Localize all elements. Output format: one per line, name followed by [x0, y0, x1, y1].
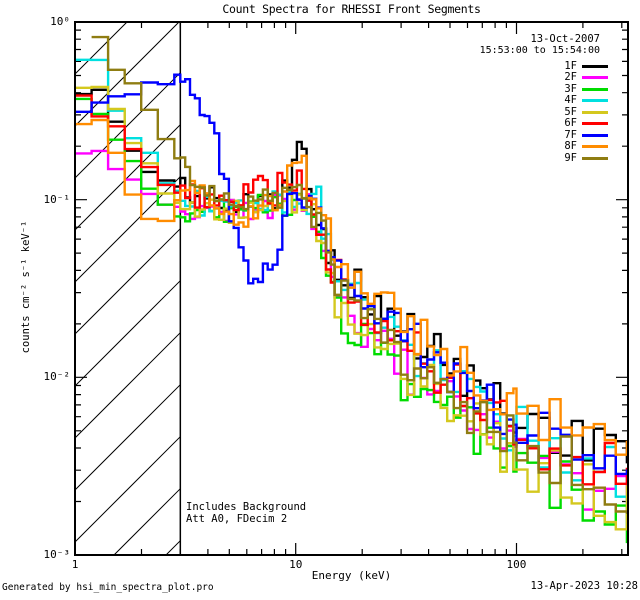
- legend-swatch-3f: [582, 87, 608, 91]
- footer-generator-credit: Generated by hsi_min_spectra_plot.pro: [2, 582, 214, 593]
- y-tick-label-0.001: 10⁻³: [43, 548, 71, 561]
- hatch-region-lines: [74, 21, 181, 556]
- legend-label-5f: 5F: [564, 105, 577, 118]
- legend-label-8f: 8F: [564, 140, 577, 153]
- legend-swatch-5f: [582, 110, 608, 114]
- legend-swatch-2f: [582, 76, 608, 80]
- legend-label-4f: 4F: [564, 94, 577, 107]
- y-axis-label: counts cm⁻² s⁻¹ keV⁻¹: [20, 220, 32, 354]
- series-9f-curve: [91, 35, 627, 514]
- legend-label-3f: 3F: [564, 82, 577, 95]
- annotation-includes-background: Includes Background: [186, 501, 307, 513]
- footer-timestamp: 13-Apr-2023 10:28: [530, 580, 638, 592]
- legend-swatch-6f: [582, 122, 608, 126]
- annotation-block: Includes Background Att A0, FDecim 2: [186, 501, 306, 525]
- y-tick-label-1: 10⁰: [50, 15, 70, 28]
- annotation-attenuator-state: Att A0, FDecim 2: [186, 513, 288, 525]
- legend-swatch-7f: [582, 133, 608, 137]
- y-tick-label-0.01: 10⁻²: [43, 370, 71, 384]
- legend-label-9f: 9F: [564, 152, 577, 165]
- legend-swatch-1f: [582, 64, 608, 68]
- legend-swatch-9f: [582, 157, 608, 161]
- chart-title: Count Spectra for RHESSI Front Segments: [222, 2, 481, 16]
- x-axis-label: Energy (keV): [311, 569, 392, 582]
- legend-swatch-8f: [582, 145, 608, 149]
- observation-time-range: 15:53:00 to 15:54:00: [479, 45, 600, 56]
- observation-date: 13-Oct-2007: [530, 33, 600, 45]
- legend-label-2f: 2F: [564, 71, 577, 84]
- x-tick-label-1: 1: [71, 558, 79, 571]
- legend-label-6f: 6F: [564, 117, 577, 130]
- series-8f-curve: [76, 118, 627, 456]
- legend-label-7f: 7F: [564, 128, 577, 141]
- x-tick-label-100: 100: [506, 558, 527, 571]
- plot-frame: [74, 21, 629, 556]
- x-tick-label-10: 10: [289, 558, 303, 571]
- legend-label-1f: 1F: [564, 59, 577, 72]
- y-tick-label-0.1: 10⁻¹: [43, 192, 71, 206]
- legend-swatch-4f: [582, 99, 608, 103]
